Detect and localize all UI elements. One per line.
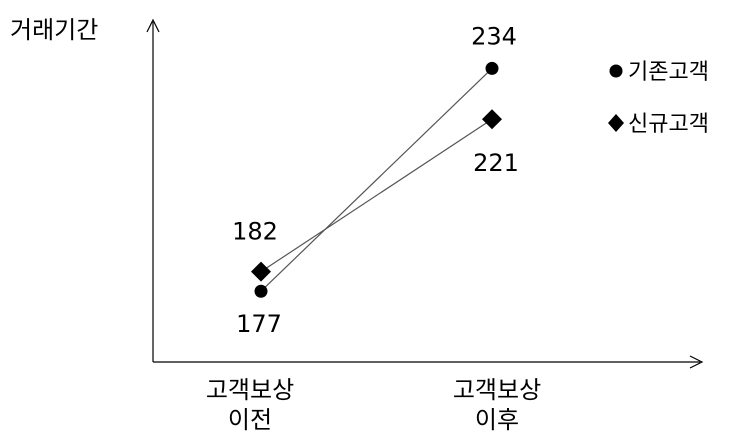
- point-existing-before: [254, 284, 268, 298]
- x-tick-label-0-line1: 고객보상: [206, 376, 294, 404]
- point-existing-after: [485, 61, 499, 75]
- x-tick-label-1-line2: 이후: [475, 406, 519, 434]
- data-label-existing-after: 234: [471, 22, 517, 50]
- point-new-after: [482, 109, 502, 130]
- x-axis-arrow: [689, 355, 704, 369]
- series-line-new-customers: [260, 118, 493, 273]
- legend-label-new: 신규고객: [628, 112, 709, 137]
- y-axis-arrow: [146, 18, 160, 33]
- x-tick-label-1-line1: 고객보상: [453, 376, 541, 404]
- y-axis-label: 거래기간: [10, 16, 98, 44]
- point-new-before: [251, 261, 271, 282]
- data-label-new-before: 182: [232, 218, 278, 246]
- legend-label-existing: 기존고객: [628, 60, 709, 85]
- legend-marker-diamond: [608, 114, 624, 132]
- series-line-existing-customers: [260, 67, 493, 292]
- legend-marker-circle: [609, 64, 623, 78]
- data-label-new-after: 221: [473, 149, 519, 177]
- x-tick-label-0-line2: 이전: [228, 406, 272, 434]
- data-label-existing-before: 177: [236, 310, 282, 338]
